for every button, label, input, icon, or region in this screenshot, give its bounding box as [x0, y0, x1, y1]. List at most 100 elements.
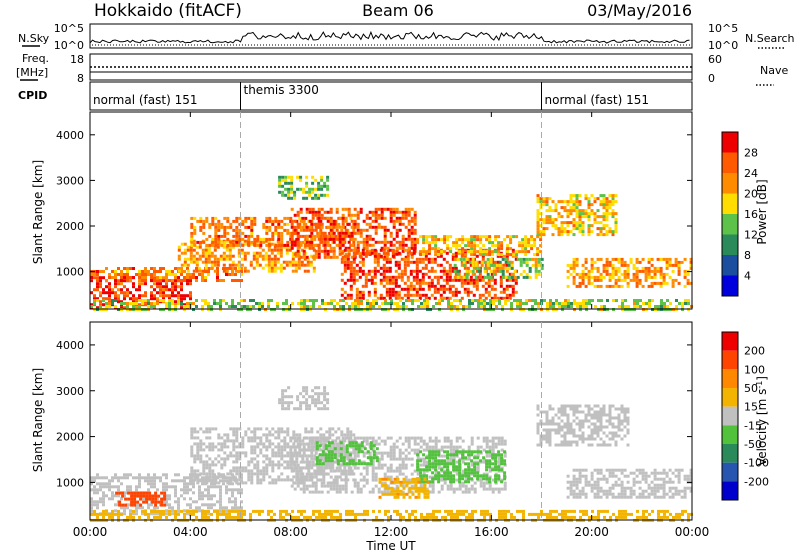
data-cell	[222, 242, 226, 246]
data-cell	[256, 442, 260, 446]
data-cell	[204, 254, 208, 258]
data-cell	[283, 454, 287, 458]
data-cell	[458, 457, 462, 461]
data-cell	[183, 270, 186, 273]
data-cell	[499, 281, 503, 285]
data-cell	[108, 285, 111, 289]
data-cell	[485, 487, 489, 491]
data-cell	[406, 287, 410, 291]
data-cell	[409, 281, 413, 285]
data-cell	[358, 290, 362, 294]
data-cell	[569, 194, 573, 198]
data-cell	[424, 281, 428, 285]
data-cell	[153, 305, 156, 308]
data-cell	[569, 197, 573, 201]
data-cell	[256, 472, 260, 476]
data-cell	[344, 475, 348, 479]
data-cell	[603, 305, 606, 308]
data-cell	[222, 482, 225, 486]
data-cell	[418, 257, 422, 261]
data-cell	[508, 293, 512, 297]
data-cell	[683, 272, 687, 276]
data-cell	[321, 462, 325, 466]
data-cell	[241, 445, 245, 449]
data-cell	[162, 488, 165, 492]
data-cell	[671, 284, 675, 288]
data-cell	[274, 436, 278, 440]
data-cell	[584, 260, 588, 264]
data-cell	[454, 278, 458, 282]
data-cell	[397, 284, 401, 288]
data-cell	[316, 436, 320, 440]
data-cell	[684, 299, 687, 302]
data-cell	[144, 276, 147, 279]
data-cell	[497, 463, 501, 467]
data-cell	[193, 478, 197, 482]
data-cell	[413, 231, 417, 235]
data-cell	[302, 442, 306, 446]
data-cell	[314, 210, 318, 214]
data-cell	[448, 263, 452, 267]
data-cell	[478, 260, 482, 264]
data-cell	[309, 305, 312, 308]
data-cell	[305, 255, 309, 259]
data-cell	[193, 475, 197, 479]
data-cell	[564, 302, 567, 305]
data-cell	[204, 279, 207, 282]
data-cell	[120, 273, 123, 276]
data-cell	[395, 439, 399, 443]
data-cell	[297, 263, 301, 267]
data-cell	[382, 263, 386, 267]
data-cell	[491, 487, 495, 491]
data-cell	[120, 291, 123, 295]
data-cell	[519, 305, 522, 308]
data-cell	[283, 448, 287, 452]
data-cell	[338, 246, 342, 250]
y-tick-label: 3000	[56, 174, 84, 187]
data-cell	[330, 302, 333, 305]
data-cell	[205, 430, 209, 434]
data-cell	[536, 215, 540, 219]
data-cell	[234, 488, 237, 492]
data-cell	[302, 445, 306, 449]
data-cell	[521, 238, 525, 242]
data-cell	[174, 485, 177, 489]
data-cell	[334, 451, 338, 455]
data-cell	[120, 497, 123, 501]
colorbar-tick-label: 24	[744, 167, 758, 180]
data-cell	[120, 270, 123, 273]
data-cell	[168, 294, 171, 298]
data-cell	[207, 506, 210, 510]
data-cell	[290, 484, 294, 488]
data-cell	[306, 257, 310, 261]
data-cell	[231, 482, 234, 486]
data-cell	[326, 490, 330, 494]
data-cell	[315, 459, 319, 463]
data-cell	[515, 235, 519, 239]
data-cell	[228, 476, 231, 480]
data-cell	[223, 216, 227, 220]
data-cell	[314, 228, 318, 232]
data-cell	[240, 473, 243, 477]
data-cell	[382, 284, 386, 288]
data-cell	[350, 490, 354, 494]
data-cell	[317, 472, 321, 476]
data-cell	[186, 302, 189, 305]
data-cell	[445, 251, 449, 255]
data-cell	[264, 251, 268, 255]
data-cell	[108, 297, 111, 301]
data-cell	[446, 484, 450, 488]
data-cell	[288, 305, 291, 308]
data-cell	[223, 225, 227, 229]
data-cell	[427, 287, 431, 291]
data-cell	[455, 241, 459, 245]
data-cell	[201, 269, 205, 273]
data-cell	[231, 267, 234, 270]
data-cell	[309, 263, 313, 267]
data-cell	[205, 475, 209, 479]
data-cell	[276, 260, 280, 264]
data-cell	[362, 246, 366, 250]
data-cell	[473, 238, 477, 242]
data-cell	[141, 299, 144, 302]
data-cell	[683, 284, 687, 288]
